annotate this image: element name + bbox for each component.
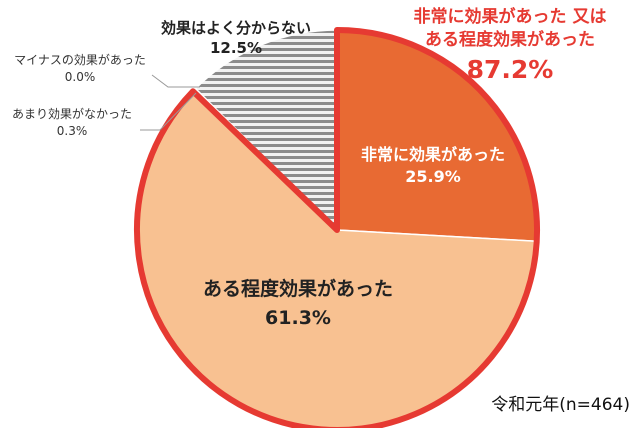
- leader-line-minus: [151, 74, 200, 88]
- label-minus-name: マイナスの効果があった: [14, 52, 146, 67]
- slice-unknown: [194, 29, 338, 232]
- label-unknown-value: 12.5%: [210, 39, 262, 57]
- label-minus-value: 0.0%: [65, 70, 96, 84]
- label-very-value: 25.9%: [405, 167, 461, 186]
- label-some-value: 61.3%: [265, 307, 331, 329]
- label-some-name: ある程度効果があった: [203, 277, 393, 300]
- callout-value: 87.2%: [467, 55, 554, 84]
- label-very-name: 非常に効果があった: [361, 145, 505, 164]
- label-little-value: 0.3%: [57, 124, 88, 138]
- highlight-outline: [134, 27, 540, 428]
- callout-line1: 非常に効果があった 又は: [414, 6, 607, 27]
- callout-line2: ある程度効果があった: [425, 29, 595, 50]
- footnote: 令和元年(n=464): [491, 395, 630, 415]
- label-unknown-name: 効果はよく分からない: [161, 19, 311, 37]
- leader-line-little: [140, 92, 197, 131]
- label-little-name: あまり効果がなかった: [12, 106, 132, 121]
